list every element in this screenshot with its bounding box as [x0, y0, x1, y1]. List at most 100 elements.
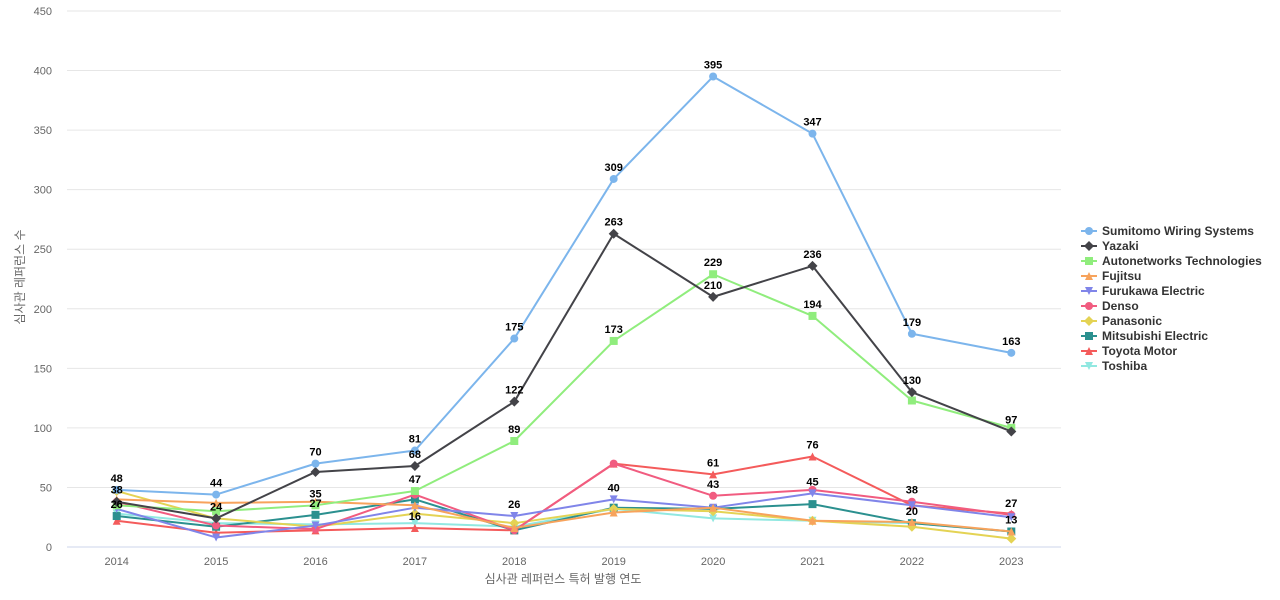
data-labels: 48 44 70 81 175 309 395 347 179 163 38 24 68 122 263 21…: [111, 60, 1021, 527]
data-point[interactable]: [808, 129, 817, 138]
data-point[interactable]: [709, 514, 718, 523]
data-point[interactable]: [709, 270, 718, 279]
data-point[interactable]: [211, 513, 222, 524]
data-point[interactable]: [709, 470, 718, 479]
data-point[interactable]: [111, 496, 122, 507]
data-point[interactable]: [212, 490, 221, 499]
legend-marker[interactable]: [1085, 362, 1093, 370]
data-point[interactable]: [709, 503, 718, 512]
data-point[interactable]: [808, 489, 817, 498]
data-point[interactable]: [311, 459, 320, 468]
legend-marker[interactable]: [1085, 227, 1093, 235]
data-point[interactable]: [907, 329, 916, 338]
legend-item[interactable]: Panasonic: [1081, 314, 1162, 328]
legend-marker[interactable]: [1085, 272, 1093, 280]
data-label: 76: [806, 439, 818, 451]
data-label: 35: [309, 488, 321, 500]
data-point[interactable]: [709, 491, 718, 500]
data-point[interactable]: [510, 436, 519, 445]
y-tick-label: 200: [34, 304, 52, 316]
data-point[interactable]: [807, 260, 818, 271]
legend-item[interactable]: Autonetworks Technologies: [1081, 254, 1262, 268]
legend-item[interactable]: Sumitomo Wiring Systems: [1081, 224, 1254, 238]
legend-item[interactable]: Denso: [1081, 299, 1139, 313]
data-point[interactable]: [509, 396, 520, 407]
data-point[interactable]: [410, 501, 419, 510]
data-point[interactable]: [311, 501, 320, 510]
legend[interactable]: Sumitomo Wiring SystemsYazakiAutonetwork…: [1081, 224, 1262, 373]
data-label: 89: [508, 424, 520, 436]
data-point[interactable]: [808, 311, 817, 320]
series-line[interactable]: [115, 462, 1013, 532]
data-point[interactable]: [310, 466, 321, 477]
legend-item[interactable]: Fujitsu: [1081, 269, 1141, 283]
data-point[interactable]: [112, 485, 121, 494]
legend-marker[interactable]: [1085, 287, 1093, 295]
data-point[interactable]: [410, 446, 419, 455]
data-point[interactable]: [1007, 527, 1016, 536]
series-line[interactable]: [115, 498, 1013, 533]
data-point[interactable]: [1007, 348, 1016, 357]
legend-marker[interactable]: [1085, 257, 1093, 265]
series-line[interactable]: [115, 75, 1013, 496]
legend-label: Furukawa Electric: [1102, 284, 1205, 298]
data-point[interactable]: [608, 228, 619, 239]
data-label: 44: [210, 478, 223, 490]
data-point[interactable]: [509, 518, 520, 529]
legend-label: Mitsubishi Electric: [1102, 329, 1208, 343]
data-point[interactable]: [510, 334, 519, 343]
legend-item[interactable]: Furukawa Electric: [1081, 284, 1205, 298]
data-point[interactable]: [510, 523, 519, 532]
data-point[interactable]: [410, 519, 419, 528]
data-point[interactable]: [708, 291, 719, 302]
data-point[interactable]: [808, 500, 817, 509]
data-point[interactable]: [409, 461, 420, 472]
data-point[interactable]: [906, 387, 917, 398]
series-line[interactable]: [115, 492, 1013, 539]
data-point[interactable]: [311, 521, 320, 530]
data-point[interactable]: [907, 517, 916, 526]
data-point[interactable]: [609, 508, 618, 517]
legend-item[interactable]: Mitsubishi Electric: [1081, 329, 1208, 343]
data-point[interactable]: [1006, 426, 1017, 437]
series-line[interactable]: [115, 273, 1013, 513]
data-point[interactable]: [410, 487, 419, 496]
data-point[interactable]: [510, 512, 519, 521]
data-point[interactable]: [112, 516, 121, 525]
data-label: 173: [605, 324, 623, 336]
series-line[interactable]: [115, 490, 1013, 540]
data-point[interactable]: [212, 498, 221, 507]
data-point[interactable]: [907, 501, 916, 510]
data-point[interactable]: [709, 72, 718, 81]
data-point[interactable]: [410, 523, 419, 532]
series-sumitomo-wiring-systems: [112, 72, 1016, 499]
data-point[interactable]: [212, 507, 221, 516]
series-line[interactable]: [115, 232, 1013, 520]
data-point[interactable]: [409, 508, 420, 519]
y-axis-title: 심사관 레퍼런스 수: [13, 230, 27, 325]
data-point[interactable]: [212, 521, 221, 530]
legend-marker[interactable]: [1085, 332, 1093, 340]
legend-marker[interactable]: [1084, 241, 1094, 251]
data-point[interactable]: [907, 396, 916, 405]
data-point[interactable]: [808, 516, 817, 525]
data-point[interactable]: [609, 174, 618, 183]
legend-item[interactable]: Yazaki: [1081, 239, 1139, 253]
legend-item[interactable]: Toshiba: [1081, 359, 1147, 373]
data-point[interactable]: [410, 495, 419, 504]
data-point[interactable]: [1006, 533, 1017, 544]
data-point[interactable]: [212, 533, 221, 542]
data-point[interactable]: [609, 495, 618, 504]
data-point[interactable]: [311, 510, 320, 519]
data-point[interactable]: [609, 459, 618, 468]
legend-marker[interactable]: [1085, 347, 1093, 355]
legend-marker[interactable]: [1084, 316, 1094, 326]
series-yazaki: [111, 228, 1017, 524]
data-point[interactable]: [808, 452, 817, 461]
legend-item[interactable]: Toyota Motor: [1081, 344, 1177, 358]
series-line[interactable]: [115, 498, 1013, 533]
data-point[interactable]: [609, 336, 618, 345]
data-point[interactable]: [112, 512, 121, 521]
data-point[interactable]: [1007, 513, 1016, 522]
legend-marker[interactable]: [1085, 302, 1093, 310]
